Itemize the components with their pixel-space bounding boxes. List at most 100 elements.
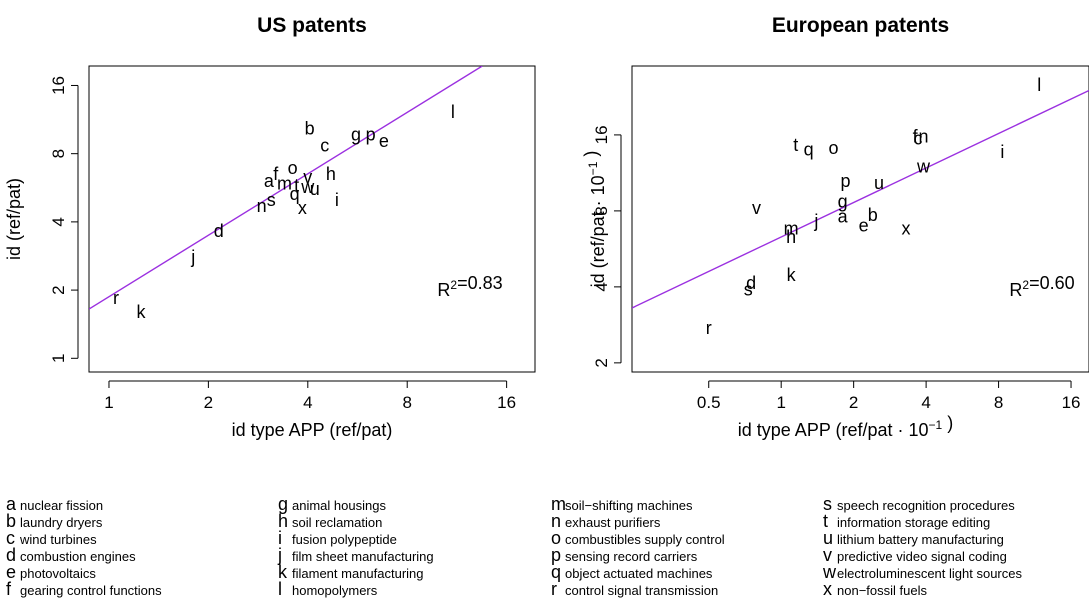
legend-label: object actuated machines: [565, 566, 713, 581]
point-label-o: o: [288, 158, 298, 178]
point-label-j: j: [190, 247, 195, 267]
point-label-l: l: [451, 102, 455, 122]
legend-letter: g: [278, 494, 289, 514]
legend-item: f gearing control functions: [6, 579, 162, 599]
y-tick-label: 8: [49, 149, 68, 158]
legend-letter: n: [551, 511, 562, 531]
legend-item: j film sheet manufacturing: [278, 546, 434, 564]
point-label-s: s: [267, 190, 276, 210]
point-label-p: p: [366, 125, 376, 145]
legend-item: c wind turbines: [6, 528, 162, 548]
point-label-n: n: [257, 196, 267, 216]
panel-us-patents: US patents 1 2 4 8 16 1 2 4 8 16 id type APP (ref/p…: [4, 14, 536, 440]
point-label-r: r: [706, 318, 712, 338]
legend-letter: d: [6, 545, 17, 565]
legend-label: speech recognition procedures: [837, 498, 1015, 513]
fit-line: [632, 89, 1089, 309]
point-label-v: v: [752, 198, 761, 218]
point-label-r: r: [113, 288, 119, 308]
legend-item: t information storage editing: [823, 512, 1022, 530]
legend-letter: o: [551, 528, 562, 548]
x-axis-label: id type APP (ref/pat · 10−1 ): [738, 413, 953, 440]
point-label-l: l: [1037, 75, 1041, 95]
point-label-i: i: [1000, 142, 1004, 162]
x-tick-label: 1: [104, 393, 113, 412]
legend-label: lithium battery manufacturing: [837, 532, 1004, 547]
point-label-h: h: [786, 227, 796, 247]
legend-item: k filament manufacturing: [278, 562, 434, 582]
legend-letter: c: [6, 528, 15, 548]
y-tick-label: 8: [592, 206, 611, 215]
y-axis-label: id (ref/pat): [4, 178, 24, 260]
legend-label: electroluminescent light sources: [837, 566, 1022, 581]
legend-label: laundry dryers: [20, 515, 103, 530]
legend-label: wind turbines: [20, 532, 97, 547]
legend-letter: k: [278, 562, 287, 582]
legend-label: soil−shifting machines: [565, 498, 693, 513]
legend-column: a nuclear fission b laundry dryers c wind tur…: [6, 494, 162, 599]
x-tick-label: 2: [849, 393, 858, 412]
y-tick-label: 16: [592, 125, 611, 144]
point-label-f: f: [913, 126, 919, 146]
legend-item: s speech recognition procedures: [823, 495, 1022, 513]
x-axis-label: id type APP (ref/pat): [232, 420, 393, 440]
legend-letter: f: [6, 579, 12, 599]
point-label-k: k: [787, 265, 797, 285]
legend-item: u lithium battery manufacturing: [823, 528, 1022, 548]
point-label-m: m: [784, 219, 799, 239]
point-label-u: u: [874, 173, 884, 193]
legend-label: sensing record carriers: [565, 549, 698, 564]
x-tick-label: 2: [204, 393, 213, 412]
point-label-a: a: [264, 171, 275, 191]
legend-letter: l: [278, 579, 282, 599]
legend-item: b laundry dryers: [6, 511, 162, 531]
point-label-o: o: [829, 138, 839, 158]
legend-item: g animal housings: [278, 494, 434, 514]
chart-title: European patents: [772, 14, 949, 37]
legend-letter: u: [823, 528, 834, 548]
legend-label: combustibles supply control: [565, 532, 725, 547]
legend-letter: v: [823, 545, 832, 565]
legend-item: o combustibles supply control: [551, 528, 725, 548]
legend: a nuclear fission b laundry dryers c wind tur…: [0, 494, 1089, 612]
point-label-c: c: [913, 128, 922, 148]
x-tick-label: 4: [303, 393, 312, 412]
legend-label: animal housings: [292, 498, 386, 513]
legend-label: information storage editing: [837, 515, 991, 530]
y-tick-label: 16: [49, 76, 68, 95]
point-label-g: g: [838, 192, 848, 212]
legend-item: a nuclear fission: [6, 494, 162, 514]
legend-label: exhaust purifiers: [565, 515, 661, 530]
legend-letter: r: [551, 579, 557, 599]
point-label-e: e: [379, 131, 389, 151]
point-label-n: n: [918, 126, 928, 146]
point-label-c: c: [320, 135, 329, 155]
legend-letter: b: [6, 511, 17, 531]
legend-item: msoil−shifting machines: [551, 495, 725, 513]
y-tick-label: 4: [592, 282, 611, 291]
x-tick-label: 8: [994, 393, 1003, 412]
legend-label: homopolymers: [292, 583, 378, 598]
legend-item: welectroluminescent light sources: [823, 563, 1022, 581]
x-tick-label: 16: [497, 393, 516, 412]
legend-letter: a: [6, 494, 17, 514]
y-tick-label: 2: [49, 285, 68, 294]
point-label-j: j: [813, 211, 818, 231]
y-tick-label: 2: [592, 358, 611, 367]
point-label-b: b: [868, 205, 878, 225]
legend-label: non−fossil fuels: [837, 583, 927, 598]
legend-item: v predictive video signal coding: [823, 545, 1022, 565]
point-label-p: p: [840, 171, 850, 191]
legend-letter: h: [278, 511, 289, 531]
legend-label: combustion engines: [20, 549, 136, 564]
r-squared-annotation: R2=0.60: [1009, 273, 1074, 300]
y-axis-label: id (ref/pat · 10−1 ): [581, 151, 608, 288]
point-label-s: s: [744, 280, 753, 300]
legend-column: msoil−shifting machines n exhaust purifier…: [551, 495, 725, 599]
point-label-k: k: [136, 302, 146, 322]
legend-column: s speech recognition procedures t informati…: [823, 495, 1022, 598]
legend-item: p sensing record carriers: [551, 546, 725, 564]
point-label-x: x: [298, 198, 307, 218]
